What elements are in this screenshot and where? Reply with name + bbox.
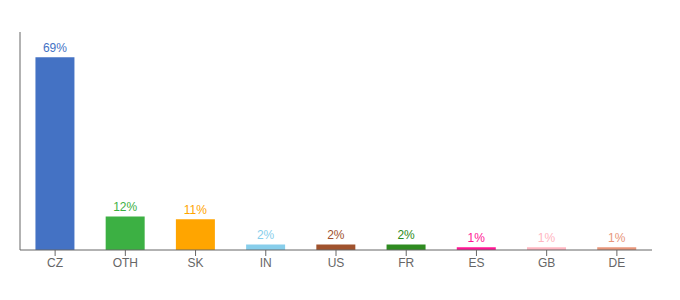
svg-text:2%: 2% xyxy=(397,228,415,242)
svg-text:1%: 1% xyxy=(608,231,626,245)
svg-text:2%: 2% xyxy=(327,228,345,242)
svg-text:ES: ES xyxy=(468,256,484,270)
svg-text:GB: GB xyxy=(538,256,555,270)
svg-text:12%: 12% xyxy=(113,200,137,214)
svg-text:1%: 1% xyxy=(468,231,486,245)
svg-text:SK: SK xyxy=(188,256,204,270)
svg-text:CZ: CZ xyxy=(47,256,63,270)
svg-text:IN: IN xyxy=(260,256,272,270)
svg-text:1%: 1% xyxy=(538,231,556,245)
svg-text:US: US xyxy=(328,256,345,270)
svg-text:FR: FR xyxy=(398,256,414,270)
svg-text:DE: DE xyxy=(609,256,626,270)
svg-text:11%: 11% xyxy=(184,203,207,217)
svg-text:2%: 2% xyxy=(257,228,275,242)
svg-text:OTH: OTH xyxy=(113,256,138,270)
svg-text:69%: 69% xyxy=(43,41,67,55)
